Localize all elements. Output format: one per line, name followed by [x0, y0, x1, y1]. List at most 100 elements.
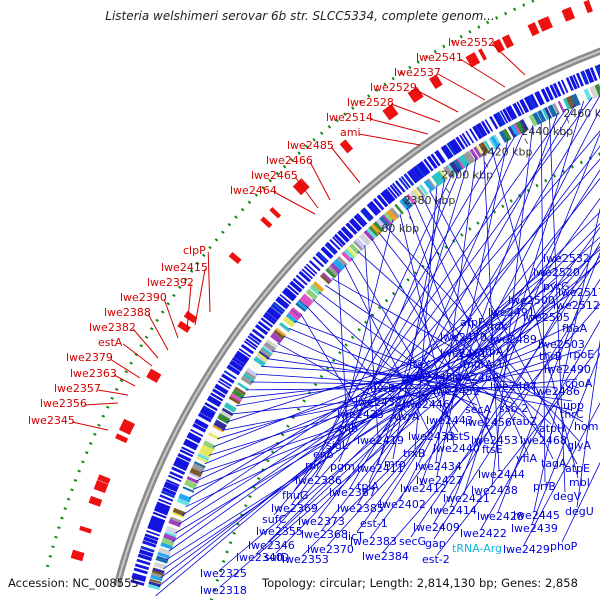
reverse-gene-label[interactable]: uvrB	[370, 382, 396, 395]
reverse-gene-label[interactable]: lwe2385	[337, 502, 384, 515]
reverse-gene-mark[interactable]	[451, 138, 463, 153]
reverse-gene-label[interactable]: licT	[345, 530, 364, 543]
function-segment[interactable]	[240, 373, 255, 386]
reverse-gene-mark[interactable]	[133, 567, 148, 575]
forward-gene-label[interactable]: lwe2465	[251, 169, 298, 182]
reverse-gene-label[interactable]: lwe2486	[533, 385, 580, 398]
reverse-gene-label[interactable]: lwe2422	[460, 527, 507, 540]
reverse-gene-mark[interactable]	[289, 280, 303, 293]
function-segment[interactable]	[234, 386, 247, 396]
function-segment[interactable]	[309, 285, 321, 296]
function-segment[interactable]	[209, 429, 222, 438]
forward-gene-mark[interactable]	[407, 86, 424, 103]
function-segment[interactable]	[363, 229, 376, 242]
reverse-gene-mark[interactable]	[519, 98, 530, 114]
reverse-gene-mark[interactable]	[303, 265, 316, 277]
reverse-gene-mark[interactable]	[391, 182, 403, 196]
function-segment[interactable]	[150, 573, 163, 582]
function-segment[interactable]	[475, 145, 484, 157]
reverse-gene-mark[interactable]	[472, 125, 483, 140]
reverse-gene-label[interactable]: lwe2325	[200, 567, 247, 580]
reverse-gene-mark[interactable]	[423, 158, 434, 172]
function-segment[interactable]	[178, 492, 192, 503]
reverse-gene-mark[interactable]	[353, 214, 366, 228]
reverse-gene-mark[interactable]	[235, 351, 249, 363]
reverse-gene-mark[interactable]	[351, 217, 363, 230]
reverse-gene-mark[interactable]	[565, 77, 574, 92]
function-segment[interactable]	[465, 150, 476, 164]
function-segment[interactable]	[237, 382, 249, 391]
reverse-gene-label[interactable]: ftsE	[482, 443, 503, 456]
function-segment[interactable]	[174, 504, 187, 512]
function-segment[interactable]	[483, 140, 492, 152]
reverse-gene-mark[interactable]	[215, 383, 229, 393]
function-segment[interactable]	[230, 393, 242, 403]
function-segment[interactable]	[163, 532, 177, 542]
function-segment[interactable]	[263, 341, 277, 353]
reverse-gene-label[interactable]: cpoA	[565, 377, 593, 390]
function-segment[interactable]	[270, 332, 283, 344]
reverse-gene-mark[interactable]	[394, 180, 406, 193]
reverse-gene-mark[interactable]	[197, 412, 212, 423]
function-segment[interactable]	[212, 424, 225, 433]
function-segment[interactable]	[244, 370, 257, 380]
reverse-gene-mark[interactable]	[136, 558, 151, 566]
reverse-gene-mark[interactable]	[332, 236, 344, 248]
function-segment[interactable]	[439, 169, 449, 181]
reverse-gene-mark[interactable]	[340, 226, 353, 240]
reverse-gene-label[interactable]: mbl	[569, 476, 590, 489]
reverse-gene-mark[interactable]	[597, 64, 600, 78]
reverse-gene-mark[interactable]	[406, 170, 419, 184]
reverse-gene-mark[interactable]	[184, 438, 199, 448]
forward-gene-mark[interactable]	[537, 16, 553, 32]
reverse-gene-label[interactable]: rpoE	[569, 348, 594, 361]
forward-gene-label[interactable]: lwe2485	[287, 139, 334, 152]
function-segment[interactable]	[431, 173, 443, 187]
reverse-gene-mark[interactable]	[155, 503, 170, 513]
reverse-gene-mark[interactable]	[572, 74, 581, 89]
function-segment[interactable]	[223, 403, 237, 413]
function-segment[interactable]	[358, 233, 372, 246]
function-segment[interactable]	[413, 188, 423, 200]
forward-gene-label[interactable]: lwe2415	[161, 261, 208, 274]
function-segment[interactable]	[488, 137, 498, 149]
forward-gene-mark[interactable]	[97, 474, 111, 485]
function-segment[interactable]	[348, 243, 361, 255]
reverse-gene-mark[interactable]	[326, 241, 338, 254]
reverse-gene-mark[interactable]	[449, 140, 460, 154]
forward-gene-mark[interactable]	[339, 139, 354, 154]
reverse-gene-mark[interactable]	[229, 361, 243, 372]
reverse-gene-label[interactable]: murA-1	[463, 358, 503, 371]
reverse-gene-label[interactable]: phoP	[550, 540, 578, 553]
reverse-gene-mark[interactable]	[159, 494, 174, 502]
function-segment[interactable]	[262, 344, 275, 354]
reverse-gene-mark[interactable]	[398, 177, 409, 190]
reverse-gene-mark[interactable]	[502, 108, 512, 123]
reverse-gene-mark[interactable]	[152, 511, 167, 519]
reverse-gene-mark[interactable]	[287, 284, 300, 296]
reverse-gene-mark[interactable]	[199, 409, 214, 420]
function-segment[interactable]	[329, 262, 342, 274]
function-segment[interactable]	[169, 516, 183, 524]
forward-gene-mark[interactable]	[183, 310, 198, 324]
function-segment[interactable]	[225, 402, 237, 411]
reverse-gene-mark[interactable]	[243, 340, 257, 351]
reverse-gene-mark[interactable]	[156, 501, 171, 510]
function-segment[interactable]	[161, 537, 175, 547]
forward-gene-label[interactable]: lwe2363	[70, 367, 117, 380]
function-segment[interactable]	[148, 581, 161, 588]
reverse-gene-mark[interactable]	[240, 343, 255, 355]
reverse-gene-label[interactable]: lwe2340	[236, 551, 283, 564]
reverse-gene-label[interactable]: lwe2428	[477, 510, 524, 523]
function-segment[interactable]	[285, 313, 298, 324]
reverse-gene-label[interactable]: lwe2444	[478, 468, 525, 481]
function-segment[interactable]	[427, 178, 437, 190]
forward-gene-label[interactable]: estA	[98, 336, 123, 349]
reverse-gene-mark[interactable]	[434, 150, 445, 164]
function-segment[interactable]	[341, 250, 353, 263]
reverse-gene-mark[interactable]	[540, 88, 550, 103]
reverse-gene-mark[interactable]	[342, 226, 354, 238]
function-segment[interactable]	[160, 541, 174, 550]
function-segment[interactable]	[552, 102, 561, 115]
reverse-gene-label[interactable]: lwe2453	[471, 434, 518, 447]
